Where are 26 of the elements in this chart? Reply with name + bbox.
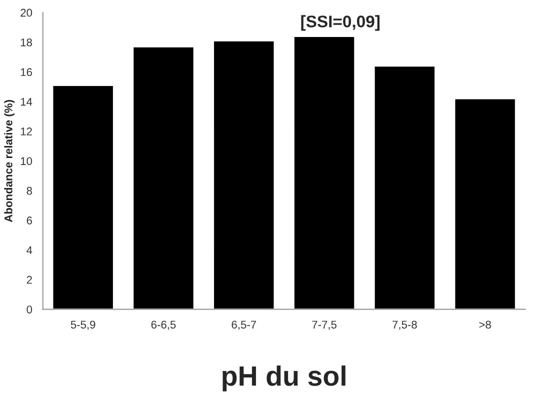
y-tick-label: 6 (26, 216, 32, 224)
bar (293, 36, 356, 310)
y-axis-title: Abondance relative (%) (4, 100, 15, 222)
bar (132, 46, 195, 310)
bar (454, 98, 516, 310)
y-tick-label: 0 (26, 306, 32, 314)
y-tick-label: 4 (26, 246, 32, 254)
annotation: [SSI=0,09] (301, 15, 380, 31)
y-tick-label: 8 (26, 186, 32, 195)
bar (212, 40, 276, 310)
y-tick-label: 12 (20, 128, 32, 136)
y-tick-label: 14 (20, 98, 32, 106)
x-axis-title: pH du sol (222, 366, 346, 392)
bar (373, 65, 436, 310)
bar (52, 84, 114, 310)
x-tick-label: 7-7,5 (312, 320, 336, 330)
x-tick-label: 6-6,5 (151, 320, 176, 330)
x-tick-label: 7,5-8 (392, 320, 417, 330)
x-tick-label: 5-5,9 (70, 320, 96, 330)
y-tick-label: 18 (20, 38, 32, 46)
y-tick-label: 10 (20, 157, 32, 166)
x-tick-label: >8 (479, 320, 491, 329)
y-tick-label: 16 (20, 68, 32, 76)
y-tick-label: 20 (20, 8, 32, 17)
y-tick-label: 2 (26, 276, 32, 284)
x-tick-label: 6,5-7 (232, 320, 256, 330)
